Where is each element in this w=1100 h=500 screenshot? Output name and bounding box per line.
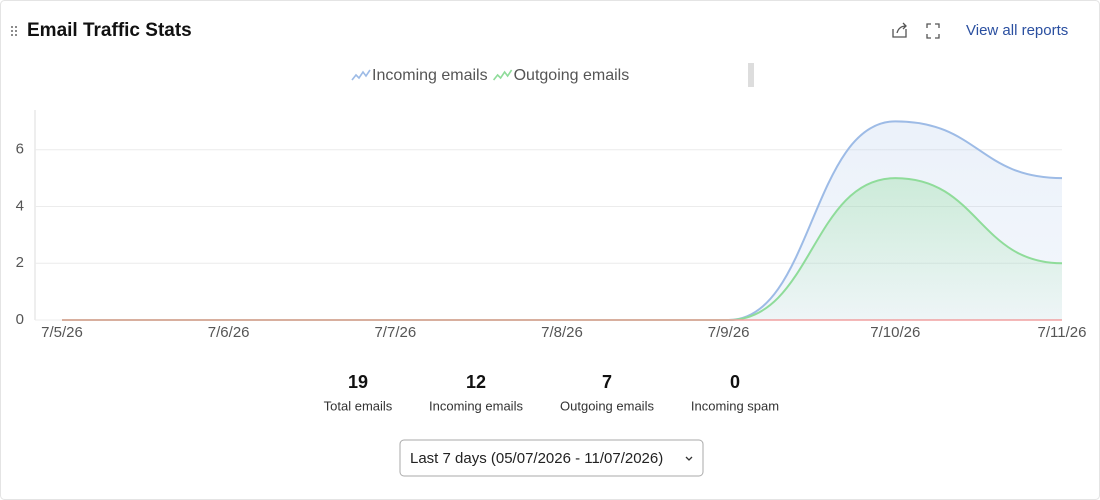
legend-label: Incoming emails — [372, 67, 488, 84]
stat-label: Total emails — [324, 398, 393, 413]
legend-label: Outgoing emails — [514, 67, 630, 84]
y-tick-label: 0 — [16, 311, 24, 328]
drag-handle[interactable] — [11, 26, 17, 36]
scrollbar — [748, 63, 754, 87]
stat-label: Incoming spam — [691, 398, 779, 413]
stat-label: Outgoing emails — [560, 398, 654, 413]
date-range-label: Last 7 days (05/07/2026 - 11/07/2026) — [410, 450, 663, 467]
x-tick-label: 7/8/26 — [541, 324, 583, 341]
area-fill — [62, 178, 1062, 320]
x-tick-label: 7/5/26 — [41, 324, 83, 341]
legend-icon — [351, 69, 371, 81]
stat-label: Incoming emails — [429, 398, 523, 413]
legend: Incoming emails Outgoing emails — [351, 67, 630, 84]
view-all-link[interactable]: View all reports — [966, 22, 1068, 39]
x-tick-label: 7/11/26 — [1038, 324, 1087, 341]
stat-value: 0 — [730, 372, 740, 392]
y-tick-label: 6 — [16, 141, 24, 158]
stat-value: 19 — [348, 372, 368, 392]
expand-icon[interactable] — [926, 23, 940, 39]
share-icon[interactable] — [892, 22, 907, 38]
x-tick-label: 7/10/26 — [870, 324, 920, 341]
y-tick-label: 4 — [16, 197, 24, 214]
x-tick-label: 7/6/26 — [208, 324, 250, 341]
widget-title: Email Traffic Stats — [27, 20, 192, 41]
x-tick-label: 7/9/26 — [708, 324, 750, 341]
y-tick-label: 2 — [16, 254, 24, 271]
chevron — [685, 456, 693, 461]
x-tick-label: 7/7/26 — [374, 324, 416, 341]
date-range-button[interactable] — [399, 439, 704, 477]
legend-icon — [492, 69, 513, 81]
stat-value: 7 — [602, 372, 612, 392]
stat-value: 12 — [466, 372, 486, 392]
